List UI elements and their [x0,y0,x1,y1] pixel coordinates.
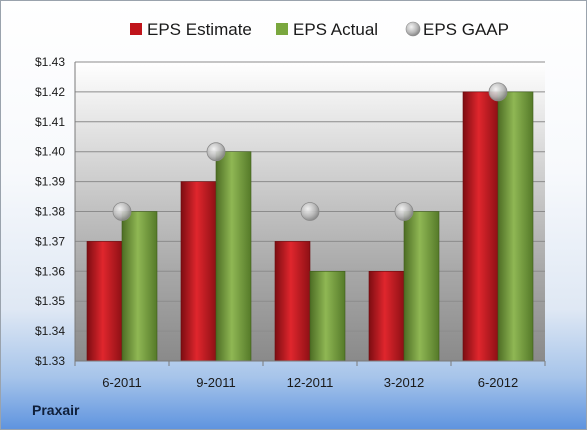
y-tick-label: $1.39 [35,175,65,189]
y-tick-label: $1.34 [35,324,65,338]
y-tick-label: $1.43 [35,55,65,69]
x-tick-label: 12-2011 [287,375,334,390]
eps-gaap-marker [206,142,226,162]
eps-actual-bar [121,211,158,362]
eps-estimate-bar [86,241,123,362]
eps-estimate-bar [368,270,405,362]
bars [86,91,534,362]
eps-actual-bar [497,91,534,362]
y-tick-label: $1.36 [35,264,65,278]
legend-eps-actual-swatch [276,23,288,35]
x-tick-label: 9-2011 [196,375,236,390]
eps-gaap-marker [112,202,132,221]
y-tick-label: $1.42 [35,85,65,99]
legend-eps-actual-label: EPS Actual [293,20,378,39]
y-tick-label: $1.33 [35,354,65,368]
eps-actual-bar [215,151,252,362]
eps-gaap-marker [300,202,320,221]
legend-eps-gaap-swatch [405,21,421,37]
eps-gaap-marker [488,82,508,102]
eps-actual-bar [403,211,440,362]
legend-eps-estimate-label: EPS Estimate [147,20,252,39]
y-tick-label: $1.38 [35,205,65,219]
company-name: Praxair [32,402,80,418]
legend: EPS Estimate EPS Actual EPS GAAP [130,20,509,39]
eps-estimate-bar [180,181,217,362]
y-tick-label: $1.41 [35,115,65,129]
eps-estimate-bar [274,241,311,362]
x-tick-label: 3-2012 [384,375,424,390]
x-axis: 6-2011 9-2011 12-2011 3-2012 6-2012 [74,360,546,390]
legend-eps-gaap-label: EPS GAAP [423,20,509,39]
gaap-markers [112,82,508,221]
x-tick-label: 6-2011 [102,375,142,390]
y-axis: $1.33 $1.34 $1.35 $1.36 $1.37 $1.38 $1.39 $1.40… [35,55,76,368]
x-tick-label: 6-2012 [478,375,518,390]
eps-estimate-bar [462,91,499,362]
legend-eps-estimate-swatch [130,23,142,35]
y-tick-label: $1.40 [35,145,65,159]
eps-gaap-marker [394,202,414,221]
y-tick-label: $1.37 [35,234,65,248]
eps-actual-bar [309,270,346,362]
y-tick-label: $1.35 [35,294,65,308]
